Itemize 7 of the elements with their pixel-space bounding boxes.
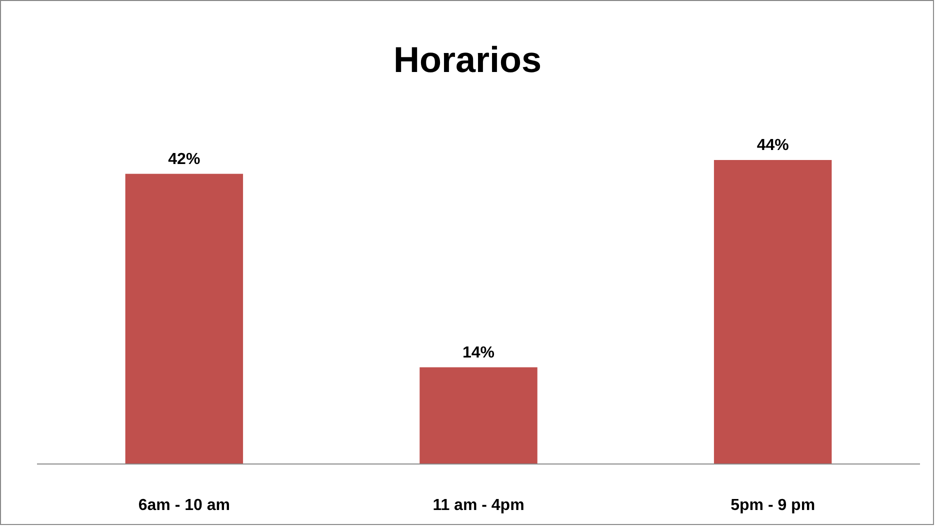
- data-label: 14%: [462, 344, 495, 362]
- chart-title: Horarios: [393, 39, 542, 80]
- x-tick-label: 5pm - 9 pm: [730, 497, 816, 514]
- data-label: 42%: [168, 150, 200, 168]
- data-label: 44%: [756, 137, 789, 154]
- x-tick-label: 11 am - 4pm: [432, 497, 524, 514]
- x-tick-label: 6am - 10 am: [138, 497, 230, 514]
